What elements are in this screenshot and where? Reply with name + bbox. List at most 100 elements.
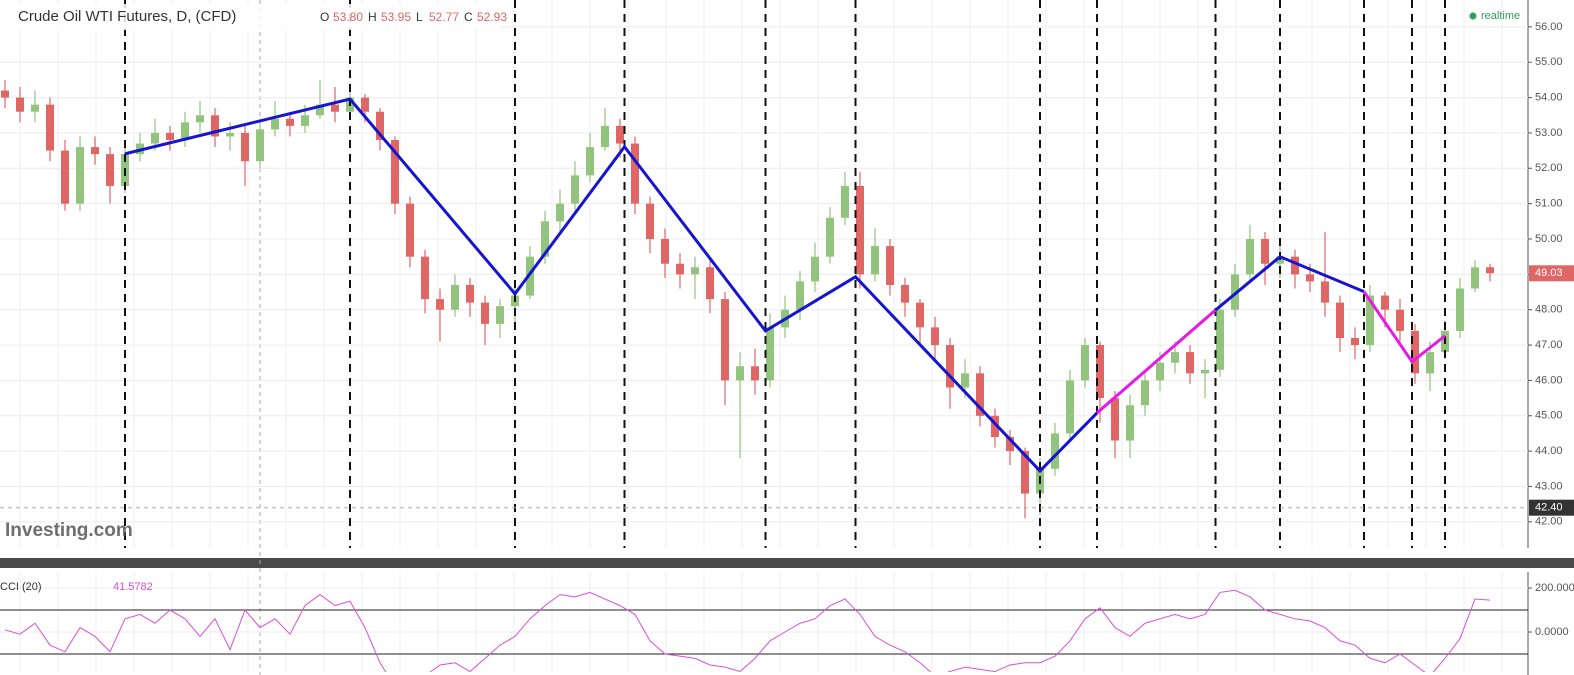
cci-title: CCI (20) (0, 581, 42, 593)
y-tick-label: 43.00 (1535, 480, 1563, 492)
candle-body (361, 97, 369, 112)
cci-plot (0, 572, 1528, 672)
y-tick-label: 46.00 (1535, 374, 1563, 386)
candle-body (691, 267, 699, 275)
candle-body (151, 132, 159, 144)
candle-body (421, 256, 429, 300)
candle-body (211, 115, 219, 137)
candle-body (1426, 352, 1434, 374)
candle-body (271, 118, 279, 130)
candle-body (616, 125, 624, 144)
last-price-box (1529, 265, 1574, 282)
candle-body (826, 217, 834, 257)
candle-body (166, 132, 174, 141)
candle-body (661, 238, 669, 264)
candle-body (601, 125, 609, 148)
candle-body (1111, 398, 1119, 441)
candle-body (1246, 238, 1254, 275)
price-plot (0, 0, 1528, 548)
candle-body (61, 150, 69, 204)
candle-body (796, 281, 804, 310)
watermark: Investing.com (5, 520, 133, 541)
y-tick-label: 51.00 (1535, 198, 1563, 210)
y-tick-label: 200.0000 (1535, 582, 1574, 594)
zigzag-line (1214, 254, 1365, 312)
candle-body (1066, 380, 1074, 434)
y-tick-label: 47.00 (1535, 339, 1563, 351)
candle-body (331, 104, 339, 112)
candle-body (1051, 433, 1059, 469)
y-tick-label: 53.00 (1535, 127, 1563, 139)
candle-body (751, 366, 759, 381)
y-tick-label: 45.00 (1535, 410, 1563, 422)
candle-body (196, 115, 204, 123)
candle-body (1471, 267, 1479, 289)
crosshair-price-box (1529, 499, 1574, 516)
candle-body (541, 221, 549, 257)
candle-body (1156, 362, 1164, 381)
y-tick-label: 56.00 (1535, 21, 1563, 33)
candle-body (676, 263, 684, 275)
status-label: realtime (1481, 10, 1520, 22)
candle-body (451, 284, 459, 310)
y-tick-label: 55.00 (1535, 56, 1563, 68)
candle-body (76, 147, 84, 204)
readout-key: C (464, 10, 473, 24)
candle-body (1306, 274, 1314, 282)
readout-key: L (416, 10, 423, 24)
status-dot (1469, 12, 1477, 20)
y-tick-label: 0.0000 (1535, 626, 1569, 638)
zigzag-line (1362, 290, 1446, 364)
candle-body (16, 97, 24, 112)
candle-body (811, 256, 819, 282)
candle-body (706, 267, 714, 300)
y-tick-label: 52.00 (1535, 162, 1563, 174)
readout-value: 53.80 (333, 10, 363, 24)
candle-body (586, 147, 594, 176)
candle-body (256, 129, 264, 162)
panel-separator (0, 558, 1574, 568)
candle-body (1411, 330, 1419, 374)
candle-body (556, 203, 564, 222)
candle-body (1366, 295, 1374, 346)
candle-body (856, 185, 864, 275)
y-tick-label: 48.00 (1535, 304, 1563, 316)
candle-body (1261, 238, 1269, 264)
candle-body (736, 366, 744, 381)
candle-body (1486, 267, 1494, 274)
y-tick-label: 54.00 (1535, 91, 1563, 103)
candle-body (1171, 352, 1179, 363)
candle-body (1201, 369, 1209, 374)
candle-body (106, 154, 114, 186)
title-backdrop (0, 4, 500, 30)
candle-body (391, 140, 399, 204)
candle-body (286, 118, 294, 126)
candle-body (1141, 380, 1149, 406)
cci-line (4, 589, 1491, 672)
chart-title: Crude Oil WTI Futures, D, (CFD) (18, 8, 236, 25)
crosshair-price-label: 42.40 (1535, 502, 1563, 514)
candle-body (1186, 352, 1194, 374)
candle-body (961, 373, 969, 388)
candle-body (886, 246, 894, 285)
y-tick-label: 50.00 (1535, 233, 1563, 245)
readout-value: 52.77 (429, 10, 459, 24)
candle-body (436, 299, 444, 310)
candle-body (1456, 288, 1464, 331)
candle-body (1276, 256, 1284, 264)
candle-body (1321, 281, 1329, 303)
candle-body (496, 306, 504, 324)
candle-body (841, 185, 849, 218)
cci-readout: 41.5782 (113, 581, 153, 593)
candle-body (1096, 345, 1104, 399)
readout-key: O (320, 10, 329, 24)
candle-body (1126, 405, 1134, 441)
readout-key: H (368, 10, 377, 24)
candle-body (301, 115, 309, 126)
candle-body (976, 373, 984, 416)
candle-body (91, 147, 99, 155)
candle-body (481, 302, 489, 324)
candle-body (1291, 256, 1299, 275)
